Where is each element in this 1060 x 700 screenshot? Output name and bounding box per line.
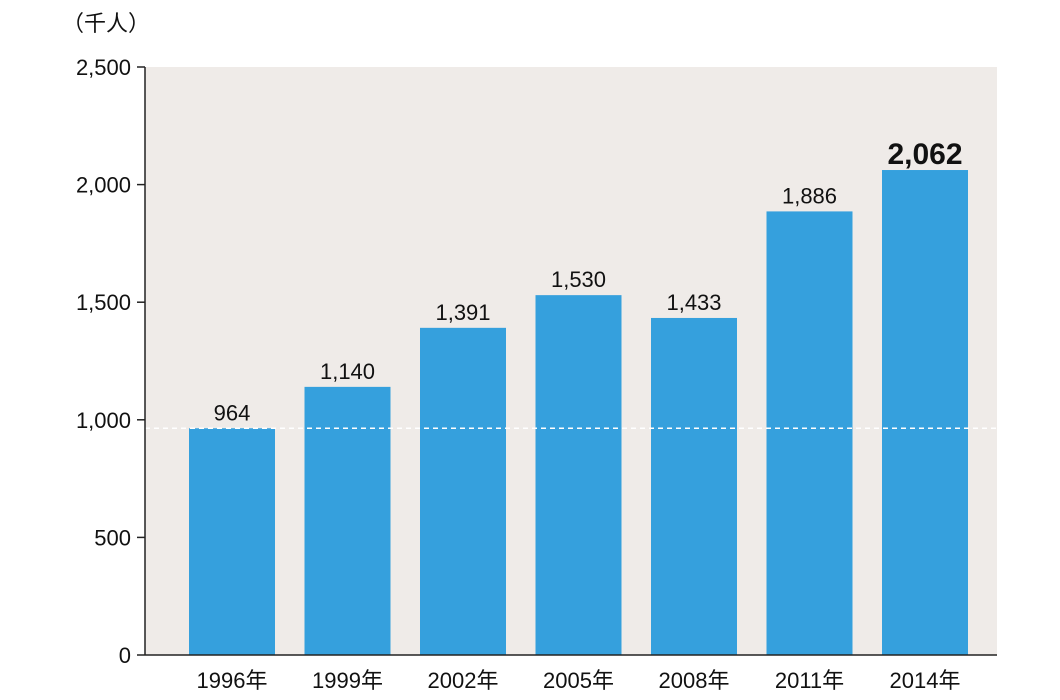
data-label-6: 1,886: [782, 183, 837, 208]
data-label-1: 964: [214, 400, 251, 425]
x-ticks-layer: 1996年 1999年 2002年 2005年 2008年 2011年 2014年: [197, 668, 961, 693]
data-label-3: 1,391: [435, 300, 490, 325]
bar-5: [651, 317, 737, 655]
bar-7: [882, 170, 968, 656]
bars-layer: [189, 170, 968, 656]
bar-4: [535, 295, 622, 655]
x-tick-label-7: 2014年: [890, 668, 961, 693]
x-tick-label-5: 2008年: [659, 668, 730, 693]
data-labels-layer: 964 1,140 1,391 1,530 1,433 1,886 2,062: [214, 138, 963, 425]
y-tick-label-3: 1,000: [76, 408, 131, 433]
x-tick-label-1: 1996年: [197, 668, 268, 693]
x-tick-label-6: 2011年: [775, 668, 844, 693]
bar-6: [766, 211, 853, 656]
y-tick-label-6: 2,500: [76, 55, 131, 80]
data-label-7: 2,062: [887, 138, 962, 171]
y-tick-label-2: 500: [94, 525, 131, 550]
y-ticks-layer: 0 500 1,000 1,500 2,000 2,500: [76, 55, 145, 668]
x-tick-label-3: 2002年: [428, 668, 499, 693]
data-label-4: 1,530: [551, 267, 606, 292]
bar-3: [420, 327, 506, 655]
data-label-2: 1,140: [320, 359, 375, 384]
y-tick-label-1: 0: [119, 643, 131, 668]
bar-2: [304, 386, 391, 655]
x-tick-label-4: 2005年: [543, 668, 614, 693]
bar-1: [189, 428, 275, 655]
y-tick-label-4: 1,500: [76, 290, 131, 315]
y-axis-unit-label: （千人）: [62, 12, 151, 37]
data-label-5: 1,433: [666, 290, 721, 315]
y-tick-label-5: 2,000: [76, 173, 131, 198]
x-tick-label-2: 1999年: [312, 668, 383, 693]
